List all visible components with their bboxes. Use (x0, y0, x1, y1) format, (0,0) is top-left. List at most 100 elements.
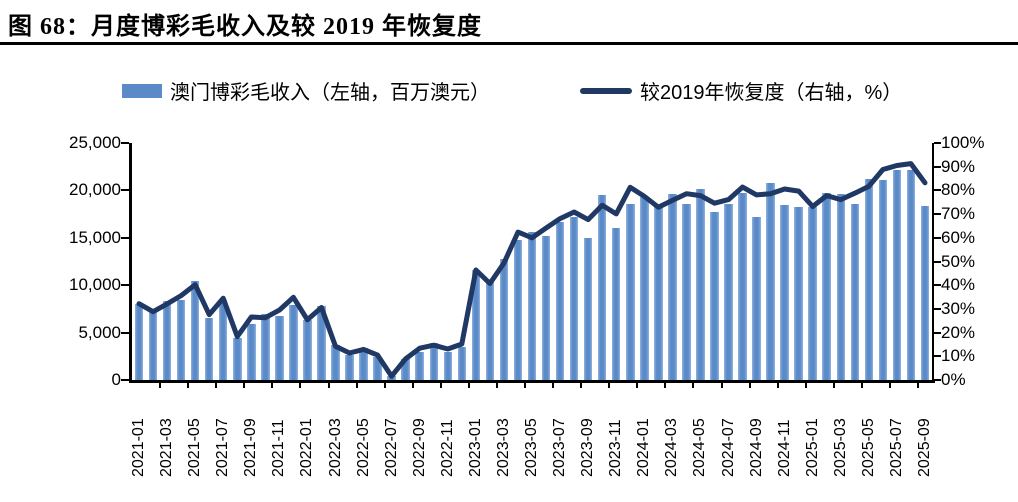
bottom-axis-tick (720, 383, 723, 388)
bar-2022-08 (401, 359, 410, 380)
right-axis-tick-label: 70% (941, 204, 976, 224)
title-underline (0, 42, 1018, 45)
x-axis-label-2021-05: 2021-05 (186, 418, 204, 477)
bar-2024-06 (710, 212, 719, 380)
bar-2024-01 (640, 196, 649, 380)
legend-item-bars: 澳门博彩毛收入（左轴，百万澳元） (122, 76, 490, 105)
x-axis-label-2022-09: 2022-09 (410, 418, 428, 477)
x-axis-label-2023-11: 2023-11 (607, 419, 625, 477)
bottom-axis-tick (215, 383, 218, 388)
left-axis-line (129, 143, 132, 383)
x-axis-label-2023-05: 2023-05 (523, 418, 540, 477)
bar-2022-05 (359, 348, 368, 380)
x-axis-label-2024-07: 2024-07 (719, 418, 737, 477)
right-axis-tick-label: 80% (941, 180, 976, 200)
bottom-axis-tick (187, 383, 190, 388)
bar-2025-03 (836, 193, 846, 380)
x-axis-label-2023-07: 2023-07 (551, 418, 569, 477)
x-axis-label-2022-01: 2022-01 (298, 418, 316, 477)
right-axis-tick (934, 284, 941, 287)
right-axis-labels: 100% 90% 80% 70% 60% 50% 40% 30% 20% 10% 0% (941, 133, 1011, 389)
right-axis-tick (934, 355, 941, 358)
left-axis-tick (121, 284, 129, 287)
bar-series-swatch-icon (122, 83, 162, 98)
bar-2025-07 (892, 170, 902, 380)
x-axis-labels: 2021-01 2021-03 2021-05 2021-07 2021-09 2021-… (130, 389, 933, 484)
bar-2025-01 (808, 206, 817, 380)
bar-2022-02 (317, 306, 326, 380)
left-axis-tick (121, 142, 129, 144)
bar-2021-10 (261, 314, 270, 380)
left-axis-tick-label: 15,000 (69, 227, 121, 247)
bottom-axis-tick (383, 383, 386, 388)
right-axis-tick-label: 100% (941, 133, 985, 152)
bar-2021-05 (190, 280, 200, 380)
bar-2025-08 (906, 169, 916, 380)
right-axis-tick-label: 60% (941, 227, 976, 247)
bottom-axis-tick (832, 383, 835, 388)
bottom-axis-tick (439, 383, 442, 388)
bar-2023-06 (541, 235, 551, 380)
right-axis-tick (934, 307, 941, 310)
bottom-axis-tick (860, 383, 863, 388)
right-axis-tick (934, 213, 941, 216)
bar-2021-07 (218, 300, 228, 380)
bar-2024-11 (780, 205, 789, 380)
bottom-axis-tick (776, 383, 779, 388)
bottom-axis-tick (271, 383, 274, 388)
right-axis-tick-label: 30% (941, 298, 976, 318)
x-axis-label-2021-01: 2021-01 (130, 418, 147, 477)
bar-2025-09 (920, 205, 930, 380)
bar-2023-07 (555, 222, 565, 380)
x-axis-label-2023-01: 2023-01 (466, 418, 484, 477)
x-axis-label-2021-07: 2021-07 (214, 418, 232, 477)
bar-2022-03 (331, 345, 340, 380)
bar-2023-04 (513, 240, 523, 380)
x-axis-label-2024-05: 2024-05 (691, 418, 709, 477)
bottom-axis-tick (327, 383, 330, 388)
bottom-axis-tick (888, 383, 891, 388)
right-axis-tick (934, 189, 941, 192)
left-axis-tick-label: 25,000 (69, 133, 121, 152)
bar-2023-12 (626, 203, 635, 380)
left-axis-tick (121, 331, 129, 334)
right-axis-tick (934, 331, 941, 334)
bottom-axis-line (129, 380, 935, 383)
left-axis-tick (121, 379, 129, 381)
right-axis-tick (934, 379, 941, 381)
bar-2021-09 (247, 324, 256, 380)
right-axis-tick-label: 10% (941, 346, 976, 366)
x-axis-label-2025-05: 2025-05 (859, 418, 877, 477)
bar-2025-06 (878, 180, 888, 380)
bottom-axis-tick (580, 383, 583, 388)
bar-2025-05 (864, 179, 874, 380)
bar-2022-11 (443, 351, 453, 380)
bar-2023-10 (597, 195, 607, 380)
bar-2024-02 (654, 204, 663, 380)
bar-2022-04 (345, 354, 354, 380)
bottom-axis-tick (243, 383, 246, 388)
bar-2021-03 (162, 301, 172, 380)
x-axis-label-2024-11: 2024-11 (775, 419, 793, 477)
bar-2025-04 (850, 203, 860, 380)
x-axis-label-2024-09: 2024-09 (747, 418, 765, 477)
bar-2021-11 (275, 316, 284, 380)
right-axis-tick-label: 40% (941, 275, 976, 295)
bar-2024-09 (752, 216, 761, 380)
bar-2022-12 (457, 347, 467, 380)
right-axis-tick (934, 165, 941, 168)
x-axis-label-2022-11: 2022-11 (438, 419, 456, 477)
right-axis-tick (934, 142, 941, 144)
right-axis-tick-label: 20% (941, 322, 976, 342)
bottom-axis-tick (299, 383, 302, 388)
legend-item-line: 较2019年恢复度（右轴，%） (580, 76, 902, 105)
bar-2021-01 (134, 303, 144, 380)
bottom-axis-tick (608, 383, 611, 388)
bar-2024-05 (696, 188, 705, 380)
bottom-axis-tick (355, 383, 358, 388)
bar-2023-08 (569, 216, 579, 380)
bottom-axis-tick (159, 383, 162, 388)
bar-2023-11 (611, 227, 621, 380)
bottom-axis-tick (467, 383, 470, 388)
